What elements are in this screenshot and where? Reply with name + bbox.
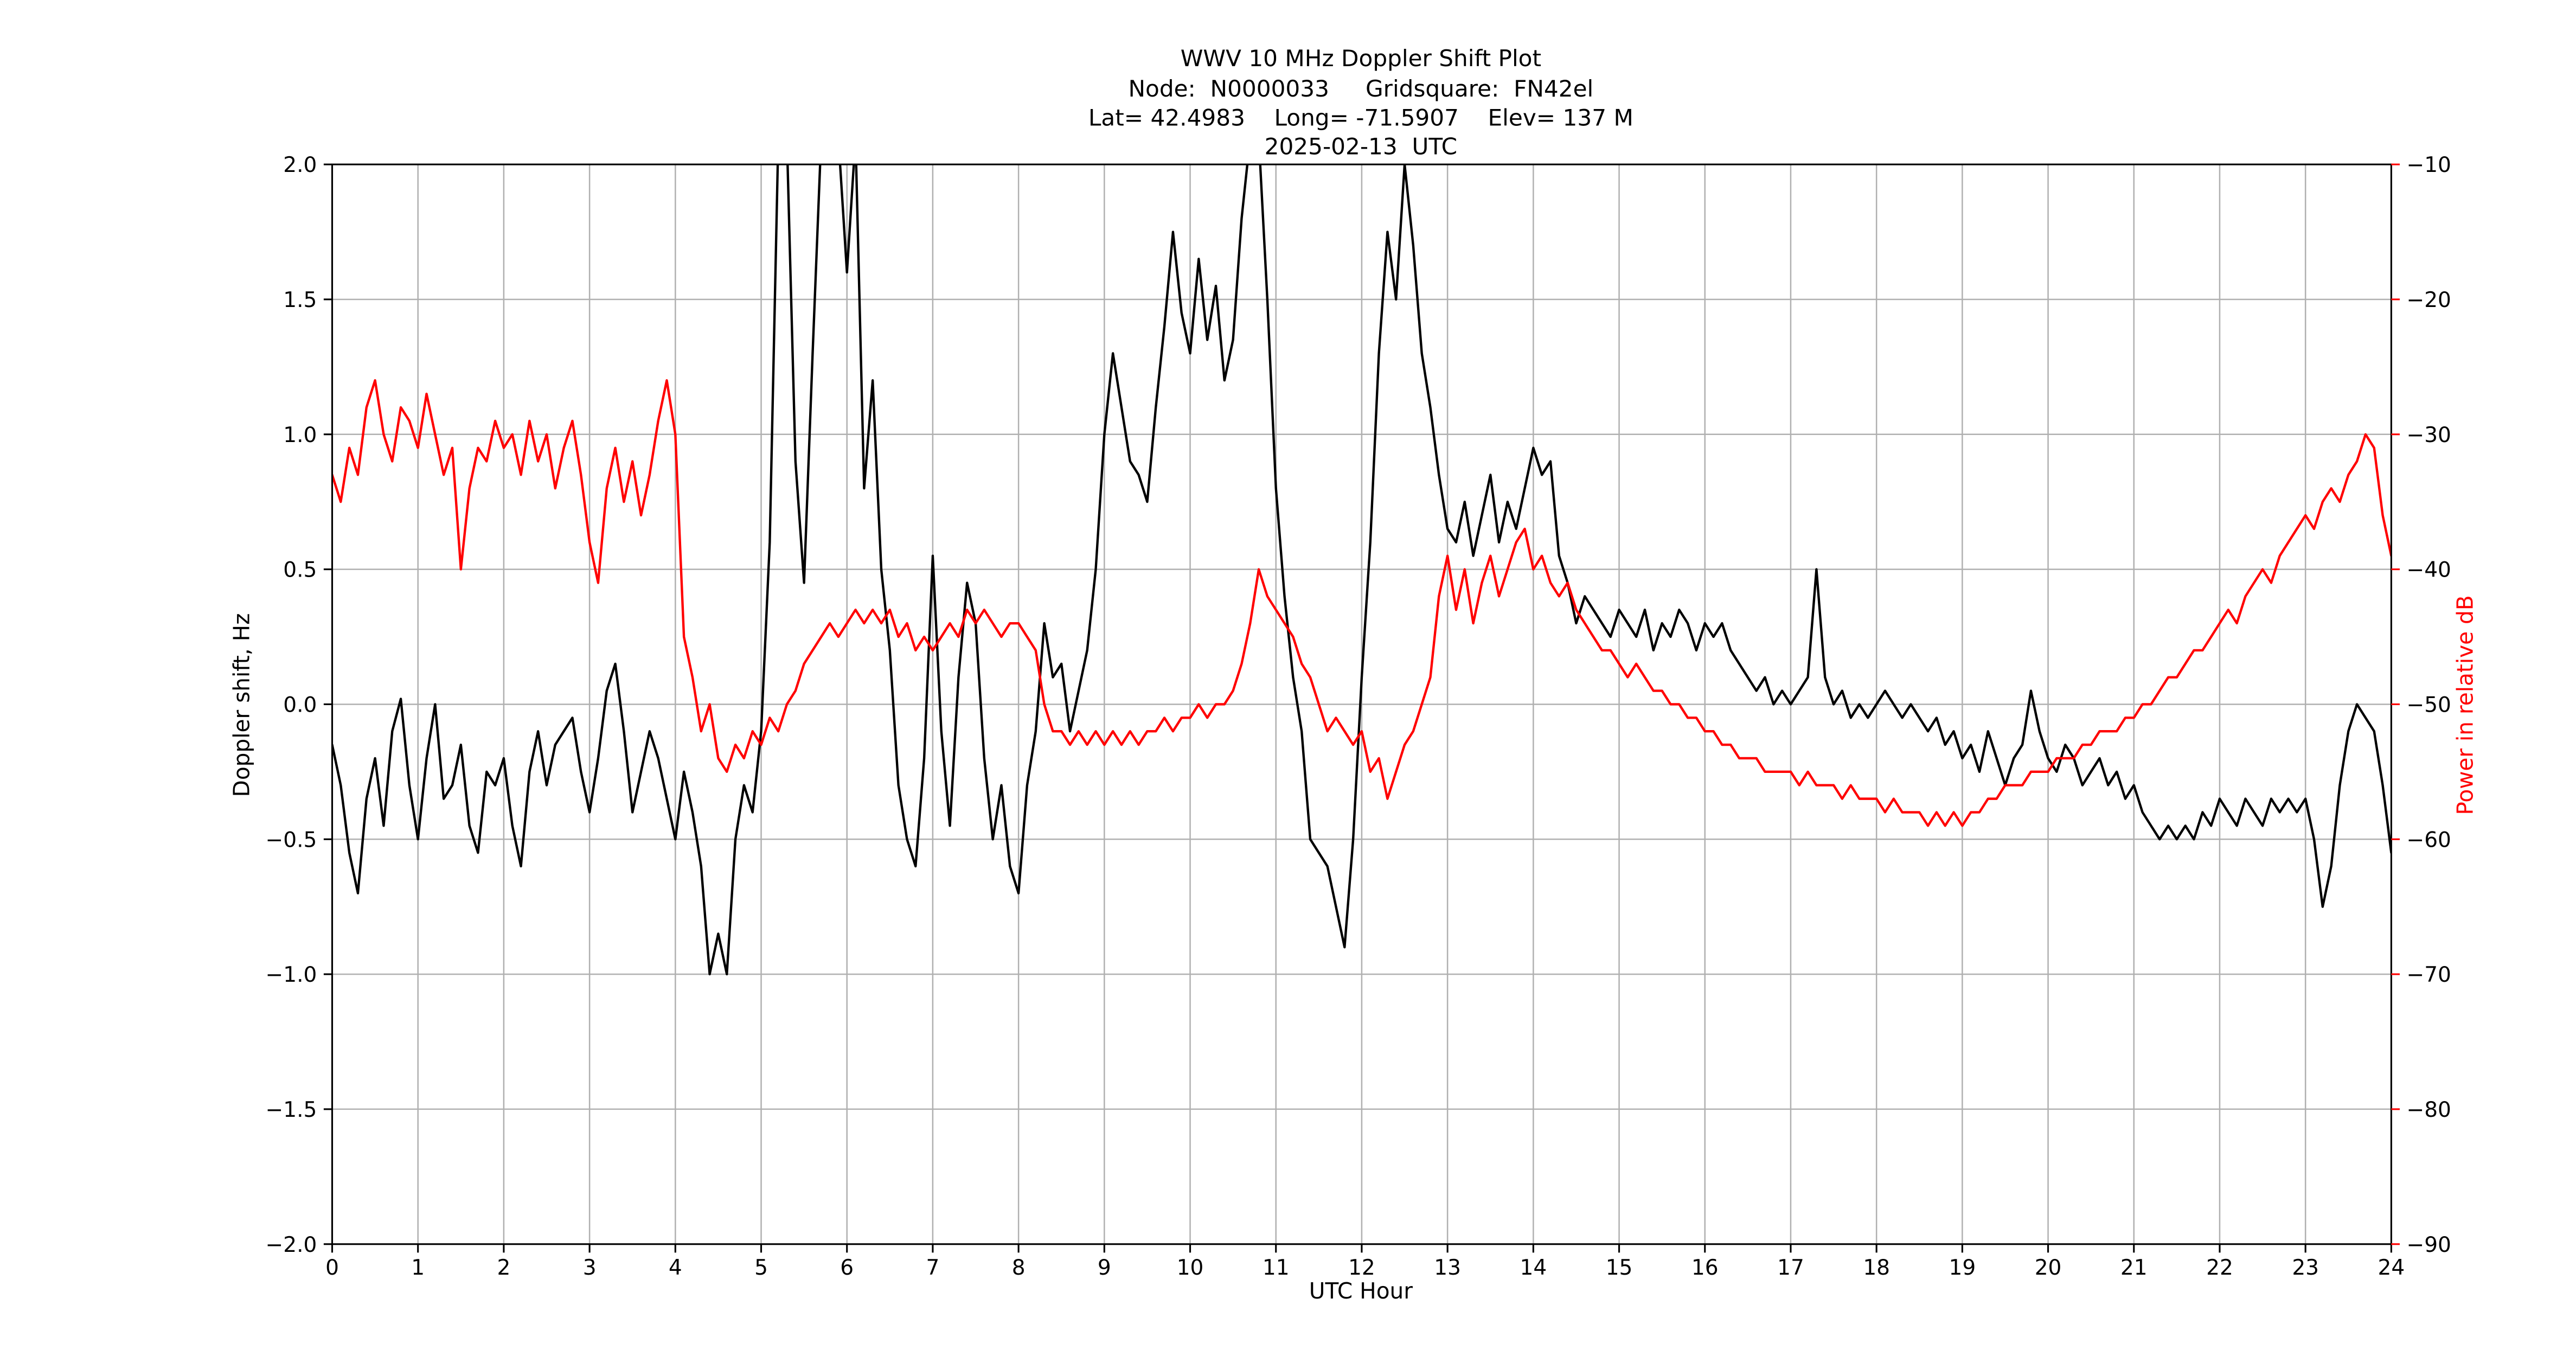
x-tick-label: 21 [2120,1256,2148,1280]
y-right-axis-label: Power in relative dB [2452,595,2478,815]
x-tick-label: 23 [2292,1256,2319,1280]
y-left-tick-label: 0.0 [283,693,317,718]
x-tick-label: 10 [1177,1256,1204,1280]
y-left-tick-label: 1.0 [283,423,317,447]
y-right-tick-label: −50 [2407,693,2451,718]
y-left-tick-label: −1.5 [266,1098,317,1122]
y-right-tick-label: −20 [2407,288,2451,312]
x-tick-label: 24 [2378,1256,2405,1280]
doppler-shift-line [332,164,2392,976]
y-right-tick-label: −90 [2407,1233,2451,1257]
x-tick-label: 0 [325,1256,339,1280]
x-tick-label: 13 [1434,1256,1461,1280]
y-right-tick-label: −10 [2407,153,2451,177]
axis-ticks [323,163,2400,1253]
x-tick-label: 2 [497,1256,510,1280]
x-tick-label: 3 [583,1256,597,1280]
x-tick-label: 11 [1263,1256,1290,1280]
x-tick-label: 12 [1348,1256,1375,1280]
x-tick-label: 6 [840,1256,854,1280]
x-tick-label: 20 [2035,1256,2062,1280]
x-tick-label: 7 [926,1256,939,1280]
y-left-tick-label: −1.0 [266,963,317,987]
grid-lines [331,163,2392,1245]
chart-title-line-3: Lat= 42.4983 Long= -71.5907 Elev= 137 M [1088,104,1633,131]
x-tick-label: 14 [1520,1256,1547,1280]
x-tick-label: 9 [1098,1256,1111,1280]
x-tick-label: 15 [1606,1256,1633,1280]
x-tick-label: 8 [1012,1256,1026,1280]
x-tick-label: 19 [1949,1256,1976,1280]
chart-title-line-4: 2025-02-13 UTC [1265,133,1458,159]
x-tick-label: 16 [1691,1256,1719,1280]
y-right-tick-label: −40 [2407,558,2451,583]
y-left-tick-label: 0.5 [283,558,317,583]
axis-tick-labels: 0 1 2 3 4 5 6 7 8 9 10 11 12 13 14 15 16 17 18 19 20 21 22 23 24… [266,153,2451,1280]
y-right-tick-label: −70 [2407,963,2451,987]
x-axis-label: UTC Hour [1309,1278,1413,1304]
x-tick-label: 4 [669,1256,682,1280]
y-right-tick-label: −60 [2407,828,2451,852]
y-left-tick-label: −2.0 [266,1233,317,1257]
power-line [332,379,2392,827]
y-right-tick-label: −80 [2407,1098,2451,1122]
chart-title-line-2: Node: N0000033 Gridsquare: FN42el [1128,75,1593,102]
x-tick-label: 5 [754,1256,768,1280]
data-series [332,164,2392,976]
x-tick-label: 22 [2206,1256,2233,1280]
y-right-tick-label: −30 [2407,423,2451,447]
y-left-axis-label: Doppler shift, Hz [228,613,254,797]
x-tick-label: 18 [1863,1256,1890,1280]
y-left-tick-label: 1.5 [283,288,317,312]
y-left-tick-label: 2.0 [283,153,317,177]
x-tick-label: 17 [1777,1256,1804,1280]
chart-title-line-1: WWV 10 MHz Doppler Shift Plot [1181,45,1541,72]
x-tick-label: 1 [411,1256,425,1280]
y-left-tick-label: −0.5 [266,828,317,852]
